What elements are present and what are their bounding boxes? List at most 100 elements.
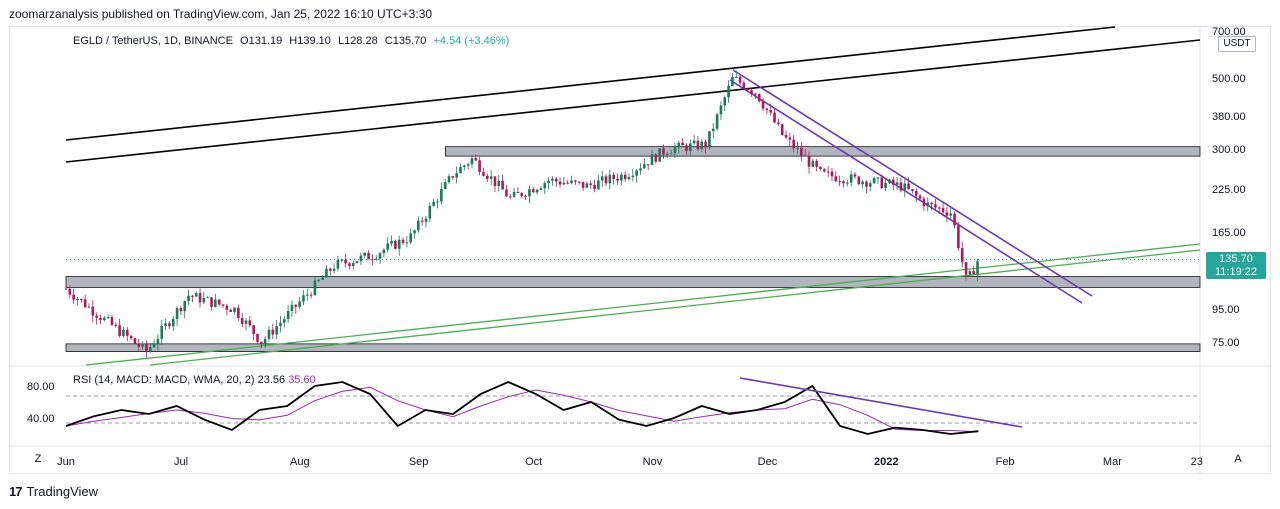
candle-body bbox=[869, 183, 872, 187]
candle-body bbox=[286, 310, 290, 320]
candle-body bbox=[968, 271, 972, 275]
candle-body bbox=[175, 308, 179, 320]
candle-body bbox=[585, 183, 589, 188]
candle-body bbox=[688, 143, 692, 151]
candle-body bbox=[317, 279, 321, 281]
indicator-legend[interactable]: RSI (14, MACD: MACD, WMA, 20, 2) 23.56 3… bbox=[73, 374, 316, 386]
resistance-zone bbox=[445, 146, 1201, 157]
brand-name: TradingView bbox=[26, 484, 99, 499]
candle-body bbox=[815, 160, 818, 167]
candle-body bbox=[133, 338, 137, 344]
candle-body bbox=[857, 176, 861, 185]
candle-body bbox=[964, 262, 968, 275]
chart-frame[interactable] bbox=[9, 26, 1271, 474]
candle-body bbox=[271, 329, 275, 335]
candle-body bbox=[838, 181, 841, 183]
candle-body bbox=[876, 177, 880, 179]
bar-countdown: 11:19:22 bbox=[1214, 266, 1257, 278]
candle-body bbox=[723, 97, 727, 106]
candle-body bbox=[907, 183, 910, 190]
symbol-name[interactable]: EGLD / TetherUS, 1D, BINANCE bbox=[73, 35, 233, 47]
bottom-zone bbox=[65, 343, 1201, 353]
candle-body bbox=[528, 189, 531, 197]
candle-body bbox=[937, 207, 941, 209]
candle-body bbox=[72, 294, 75, 300]
candle-body bbox=[612, 174, 615, 179]
candle-body bbox=[554, 178, 558, 182]
candle-body bbox=[524, 196, 527, 198]
candle-body bbox=[769, 110, 773, 113]
candle-body bbox=[229, 309, 232, 312]
candle-body bbox=[711, 128, 715, 132]
candle-body bbox=[673, 147, 677, 154]
auto-scale-button[interactable]: A bbox=[1234, 453, 1242, 465]
candle-body bbox=[141, 343, 144, 347]
candle-body bbox=[217, 299, 221, 305]
candle-body bbox=[930, 202, 933, 205]
candle-body bbox=[976, 261, 979, 275]
candle-body bbox=[551, 178, 554, 181]
candle-body bbox=[914, 191, 918, 196]
candle-body bbox=[911, 189, 914, 192]
candle-body bbox=[658, 148, 661, 162]
candle-body bbox=[344, 259, 347, 264]
candle-body bbox=[566, 182, 570, 184]
candle-body bbox=[148, 347, 152, 352]
rsi-divergence-line bbox=[739, 377, 1023, 428]
candle-body bbox=[436, 201, 439, 203]
candle-body bbox=[570, 180, 573, 183]
x-tick-label: 2022 bbox=[874, 456, 898, 468]
candle-body bbox=[926, 202, 930, 207]
candle-body bbox=[443, 182, 447, 189]
zoom-button[interactable]: Z bbox=[34, 453, 42, 465]
candle-body bbox=[734, 76, 738, 78]
candle-body bbox=[145, 343, 148, 352]
change-value: +4.54 (+3.46%) bbox=[433, 35, 510, 47]
x-tick-label: Jul bbox=[174, 456, 188, 468]
currency-unit-button[interactable]: USDT bbox=[1218, 36, 1256, 52]
candle-body bbox=[589, 183, 593, 185]
candle-body bbox=[508, 196, 512, 198]
current-price-badge: 135.70 11:19:22 bbox=[1206, 252, 1266, 279]
candle-body bbox=[340, 259, 344, 261]
support-line-upper bbox=[85, 243, 1201, 366]
candle-body bbox=[237, 307, 240, 319]
candle-body bbox=[248, 320, 252, 326]
candle-body bbox=[941, 208, 945, 213]
candle-body bbox=[168, 323, 171, 327]
candle-body bbox=[114, 324, 118, 326]
candle-body bbox=[662, 148, 665, 155]
candle-body bbox=[620, 174, 623, 181]
candle-body bbox=[263, 338, 267, 345]
y-tick-label: 380.00 bbox=[1212, 111, 1246, 123]
candle-body bbox=[489, 176, 493, 179]
candle-body bbox=[949, 213, 953, 216]
candle-body bbox=[780, 124, 784, 135]
candle-body bbox=[646, 164, 650, 166]
candle-body bbox=[486, 175, 489, 179]
candle-body bbox=[355, 261, 359, 264]
indicator-title: RSI (14, MACD: MACD, WMA, 20, 2) bbox=[73, 374, 255, 386]
candle-body bbox=[692, 140, 696, 144]
candle-body bbox=[91, 306, 95, 316]
candle-body bbox=[945, 212, 949, 216]
candle-body bbox=[328, 268, 332, 271]
candle-body bbox=[742, 82, 746, 89]
candle-body bbox=[746, 88, 750, 91]
candle-body bbox=[754, 93, 757, 95]
candle-body bbox=[482, 171, 485, 176]
candle-body bbox=[597, 180, 600, 190]
candle-body bbox=[631, 175, 635, 177]
candle-body bbox=[681, 142, 684, 146]
candle-body bbox=[76, 298, 79, 300]
candle-body bbox=[639, 168, 642, 171]
candle-body bbox=[512, 192, 516, 197]
candle-body bbox=[87, 306, 91, 308]
candle-body bbox=[861, 181, 864, 185]
candle-body bbox=[106, 317, 110, 319]
candle-body bbox=[520, 193, 524, 197]
candle-body bbox=[260, 341, 263, 345]
x-tick-label: Dec bbox=[758, 456, 778, 468]
candle-body bbox=[409, 233, 412, 243]
